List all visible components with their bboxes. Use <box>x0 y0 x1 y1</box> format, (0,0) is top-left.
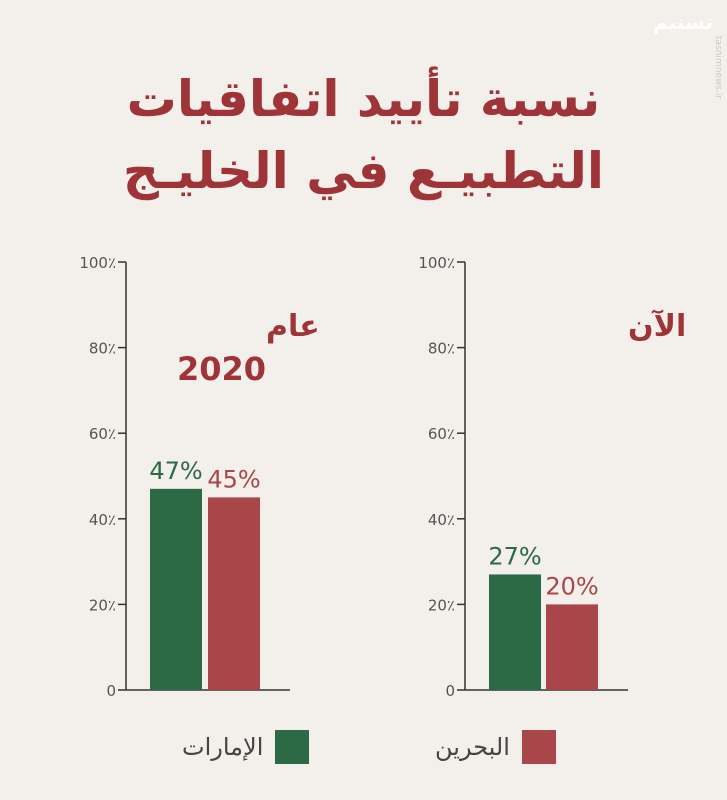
watermark-url: tasnimnews.ir <box>713 36 723 100</box>
y-tick-label: 0 <box>445 682 455 700</box>
legend-label-bahrain: البحرين <box>435 733 510 761</box>
panel-annotation: عام <box>266 309 320 344</box>
y-tick-label: 100٪ <box>79 254 116 272</box>
y-tick-label: 20٪ <box>428 596 455 614</box>
bar-bahrain <box>546 604 598 690</box>
y-tick-label: 0 <box>106 682 116 700</box>
data-label-uae: 27% <box>488 542 541 570</box>
y-tick-label: 60٪ <box>89 425 116 443</box>
legend-swatch-uae <box>275 730 310 764</box>
chart-title-line2: التطبيـع في الخليـج <box>122 142 605 200</box>
data-label-bahrain: 45% <box>207 465 260 493</box>
bar-uae <box>489 574 541 690</box>
bar-uae <box>150 488 202 690</box>
y-tick-label: 40٪ <box>89 511 116 529</box>
bar-bahrain <box>208 497 260 690</box>
y-tick-label: 100٪ <box>418 254 455 272</box>
legend-item-bahrain: البحرين <box>435 730 556 764</box>
tasnim-logo: تسنيم <box>653 10 713 34</box>
y-tick-label: 60٪ <box>428 425 455 443</box>
y-tick-label: 80٪ <box>89 340 116 358</box>
y-tick-label: 20٪ <box>89 596 116 614</box>
legend-swatch-bahrain <box>521 730 556 764</box>
data-label-uae: 47% <box>149 457 202 485</box>
data-label-bahrain: 20% <box>545 572 598 600</box>
panel-annotation: الآن <box>628 309 686 344</box>
legend-label-uae: الإمارات <box>182 733 264 761</box>
y-tick-label: 40٪ <box>428 511 455 529</box>
panel-annotation-year: 2020 <box>177 350 266 388</box>
y-tick-label: 80٪ <box>428 340 455 358</box>
legend-item-uae: الإمارات <box>182 730 310 764</box>
chart-title-line1: نسبة تأييد اتفاقيات <box>126 70 601 128</box>
